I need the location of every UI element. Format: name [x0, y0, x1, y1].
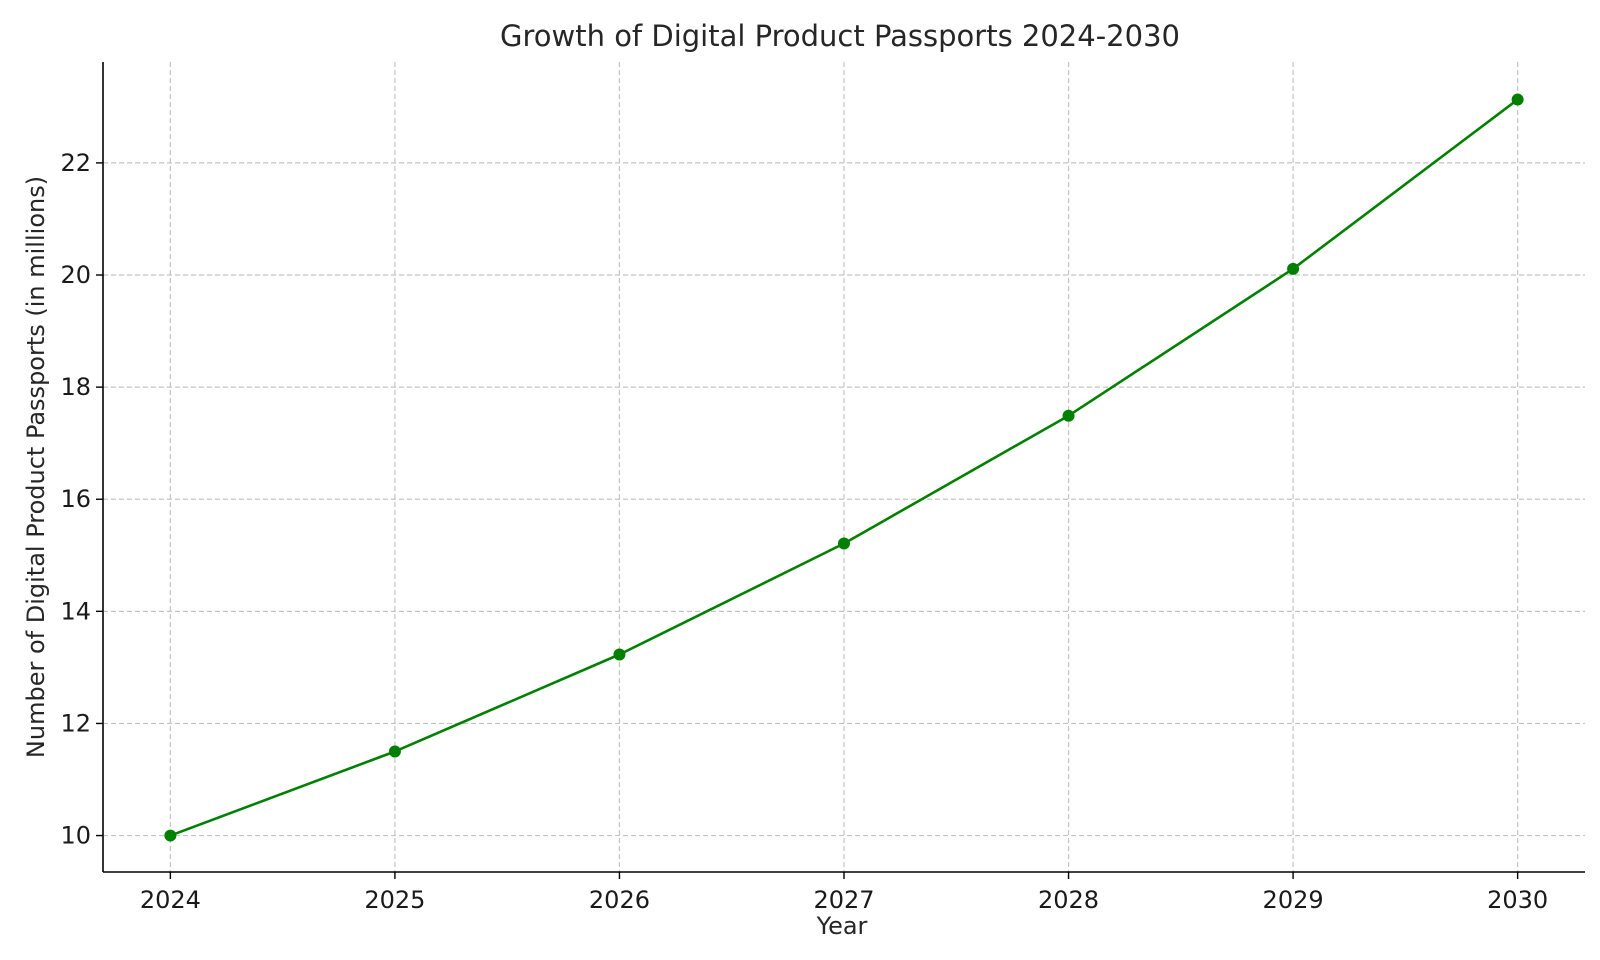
- data-point: [1062, 409, 1075, 422]
- x-tick-label: 2028: [1038, 886, 1099, 914]
- x-tick-label: 2030: [1487, 886, 1548, 914]
- grid: [103, 62, 1585, 872]
- y-axis-label: Number of Digital Product Passports (in …: [22, 176, 50, 758]
- y-tick-label: 10: [60, 822, 91, 850]
- x-tick-label: 2024: [140, 886, 201, 914]
- chart-title: Growth of Digital Product Passports 2024…: [500, 19, 1180, 53]
- y-tick-label: 20: [60, 261, 91, 289]
- y-tick-label: 16: [60, 485, 91, 513]
- ticks: 2024 2025 2026 2027 2028 2029 2030 10 12 14 16 18 20…: [60, 149, 1548, 914]
- x-tick-label: 2025: [364, 886, 425, 914]
- x-tick-label: 2029: [1263, 886, 1324, 914]
- y-tick-label: 12: [60, 709, 91, 737]
- y-tick-label: 22: [60, 149, 91, 177]
- x-tick-label: 2027: [813, 886, 874, 914]
- y-tick-label: 18: [60, 373, 91, 401]
- series-layer: [164, 93, 1524, 842]
- data-point: [164, 829, 177, 842]
- x-axis-label: Year: [816, 912, 868, 940]
- data-point: [838, 537, 850, 550]
- data-point: [613, 648, 626, 661]
- data-point: [388, 745, 401, 758]
- x-tick-label: 2026: [589, 886, 650, 914]
- data-point: [1511, 93, 1524, 106]
- data-point: [1287, 262, 1300, 275]
- y-tick-label: 14: [60, 597, 91, 625]
